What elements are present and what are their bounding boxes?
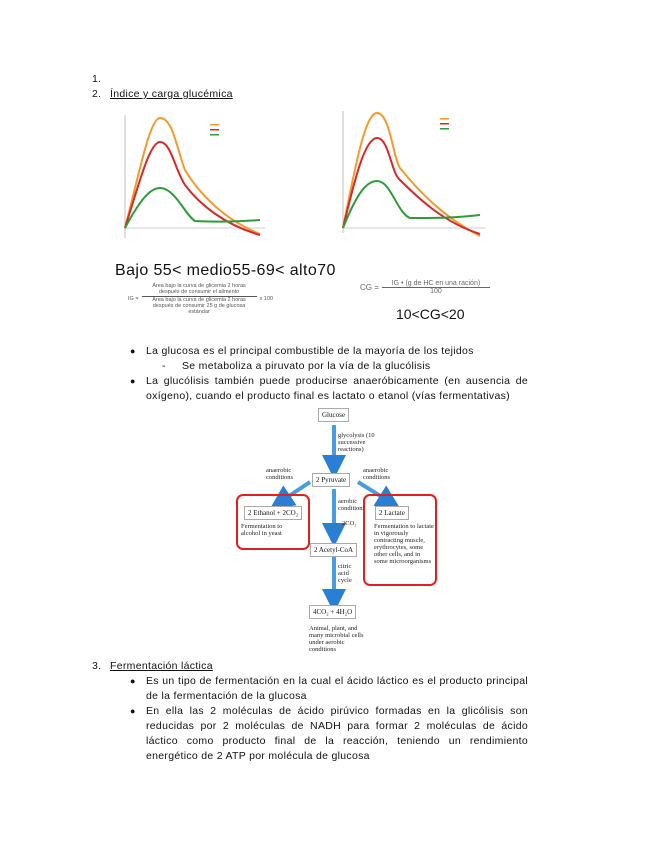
dash-marker: - — [162, 360, 166, 372]
orange-curve — [124, 116, 261, 235]
lactate-highlight — [363, 494, 437, 586]
ethanol-note: Fermentation to alcohol in yeast — [241, 523, 283, 537]
list-number-2: 2. — [92, 88, 102, 100]
ig-lhs: IG = — [128, 296, 139, 302]
orange-curve — [342, 111, 481, 237]
ig-denominator: Área bajo la curva de glicemia 2 horas d… — [152, 297, 246, 315]
green-curve — [342, 179, 481, 229]
glycolysis-label: glycolysis (10 successive reactions) — [338, 432, 375, 453]
aerobic-label: aerobic conditions — [338, 498, 366, 512]
co2-label: 2CO₂ — [342, 520, 357, 527]
bullet-icon: ● — [130, 376, 136, 386]
bullet-icon: ● — [130, 676, 136, 686]
final-note: Animal, plant, and many microbial cells … — [309, 625, 364, 653]
section-title-2: Índice y carga glucémica — [110, 88, 233, 100]
anaerobic-label-left: anaerobic conditions — [266, 467, 294, 481]
lactate-note: Fermentation to lactate in vigorously co… — [374, 523, 434, 565]
glycemic-curve-chart-right — [342, 111, 485, 237]
cg-numerator: IG • (g de HC en una ración) — [381, 280, 490, 288]
bullet-text: Es un tipo de fermentación en la cual el… — [146, 675, 528, 702]
green-curve — [124, 186, 261, 229]
lactate-box: 2 Lactate — [375, 506, 409, 520]
bullet-icon: ● — [130, 706, 136, 716]
bullet-icon: ● — [130, 346, 136, 356]
bullet-text: La glucólisis también puede producirse a… — [146, 375, 528, 402]
final-products-box: 4CO₂ + 4H₂O — [309, 605, 357, 619]
diagram-arrows — [270, 425, 401, 613]
bullet-text: En ella las 2 moléculas de ácido pirúvic… — [146, 705, 528, 762]
red-curve — [342, 136, 481, 235]
acetyl-coa-box: 2 Acetyl-CoA — [310, 543, 358, 557]
section-title-3: Fermentación láctica — [110, 660, 213, 672]
ig-formula: IG = Área bajo la curva de glicemia 2 ho… — [128, 283, 273, 315]
ethanol-highlight — [236, 494, 310, 550]
glycemic-curve-chart-left — [124, 115, 265, 238]
glycemic-index-ranges: Bajo 55< medio55-69< alto70 — [115, 262, 336, 279]
red-curve — [124, 140, 261, 236]
cg-denominator: 100 — [430, 288, 442, 295]
fermentation-pathway-diagram: Glucose glycolysis (10 successive reacti… — [230, 405, 445, 657]
ig-numerator: Área bajo la curva de glicemia 2 horas d… — [141, 283, 257, 297]
cg-range: 10<CG<20 — [396, 306, 465, 322]
list-number-1: 1. — [92, 73, 102, 85]
bullet-text: La glucosa es el principal combustible d… — [146, 345, 474, 357]
cg-lhs: CG = — [360, 283, 379, 292]
glucose-box: Glucose — [318, 408, 349, 422]
ethanol-box: 2 Ethanol + 2CO₂ — [244, 506, 303, 520]
pyruvate-box: 2 Pyruvate — [312, 473, 351, 487]
anaerobic-label-right: anaerobic conditions — [363, 467, 391, 481]
citric-acid-label: citric acid cycle — [338, 563, 352, 584]
ig-factor: x 100 — [259, 296, 273, 302]
cg-formula: CG = IG • (g de HC en una ración) 100 — [360, 280, 490, 295]
list-number-3: 3. — [92, 660, 102, 672]
sub-bullet-text: Se metaboliza a piruvato por la vía de l… — [182, 360, 431, 372]
